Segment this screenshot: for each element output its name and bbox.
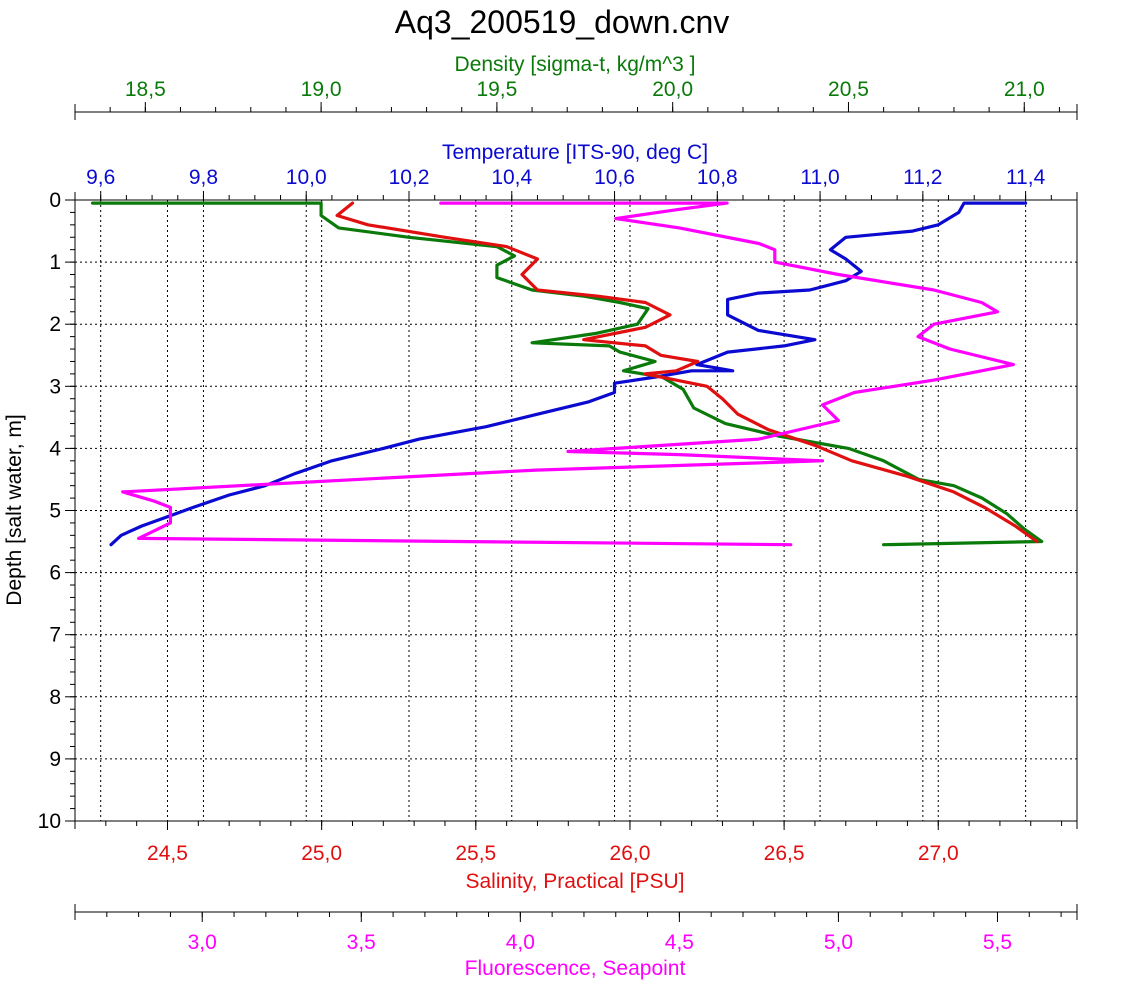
depth-axis: Depth [salt water, m] 0 1 2 3 4 5 6 7 8 9 10 [3, 189, 75, 833]
salinity-series-line [335, 201, 1039, 544]
salinity-tick-label: 26,0 [610, 842, 651, 865]
density-axis-label: Density [sigma-t, kg/m^3 ] [455, 53, 696, 76]
depth-tick-label: 3 [49, 375, 61, 398]
density-tick-label: 18,5 [125, 78, 166, 101]
temperature-tick-label: 10,2 [389, 166, 430, 189]
temperature-axis-label: Temperature [ITS-90, deg C] [442, 141, 708, 164]
fluorescence-tick-label: 5,5 [983, 931, 1012, 954]
salinity-tick-label: 25,0 [301, 842, 342, 865]
temperature-tick-label: 9,6 [86, 166, 115, 189]
density-tick-label: 19,0 [301, 78, 342, 101]
salinity-tick-label: 26,5 [764, 842, 805, 865]
temperature-tick-label: 10,8 [697, 166, 738, 189]
fluorescence-series-line [121, 201, 1016, 547]
density-tick-label: 19,5 [476, 78, 517, 101]
fluorescence-tick-label: 4,0 [506, 931, 535, 954]
salinity-tick-label: 27,0 [918, 842, 959, 865]
depth-tick-label: 8 [49, 686, 61, 709]
salinity-axis: 24,5 25,0 25,5 26,0 26,5 27,0 Salinity, Pract… [74, 813, 1078, 893]
temperature-tick-label: 10,0 [286, 166, 327, 189]
fluorescence-tick-label: 3,5 [347, 931, 376, 954]
depth-tick-label: 6 [49, 562, 61, 585]
fluorescence-tick-label: 4,5 [665, 931, 694, 954]
depth-tick-label: 1 [49, 251, 61, 274]
depth-tick-label: 0 [49, 189, 61, 212]
density-tick-label: 21,0 [1004, 78, 1045, 101]
temperature-tick-label: 11,2 [903, 166, 942, 189]
density-tick-label: 20,5 [828, 78, 869, 101]
fluorescence-axis: 3,0 3,5 4,0 4,5 5,0 5,5 Fluorescence, Seapoin… [74, 904, 1078, 980]
fluorescence-axis-label: Fluorescence, Seapoint [465, 957, 686, 980]
temperature-tick-label: 11,4 [1006, 166, 1046, 189]
salinity-tick-label: 24,5 [147, 842, 188, 865]
density-series-line [90, 201, 1044, 547]
density-tick-label: 20,0 [652, 78, 693, 101]
depth-tick-label: 10 [38, 810, 61, 833]
temperature-tick-label: 10,6 [594, 166, 635, 189]
fluorescence-tick-label: 3,0 [188, 931, 217, 954]
temperature-tick-label: 11,0 [800, 166, 839, 189]
temperature-tick-label: 9,8 [189, 166, 218, 189]
depth-tick-label: 4 [49, 437, 61, 460]
depth-tick-label: 9 [49, 748, 61, 771]
depth-tick-label: 7 [49, 624, 61, 647]
salinity-axis-label: Salinity, Practical [PSU] [465, 870, 684, 893]
chart-title: Aq3_200519_down.cnv [395, 4, 730, 40]
salinity-tick-label: 25,5 [455, 842, 496, 865]
temperature-tick-label: 10,4 [491, 166, 532, 189]
plot-area [74, 199, 1078, 822]
depth-axis-label: Depth [salt water, m] [3, 414, 26, 605]
density-axis: Density [sigma-t, kg/m^3 ] 18,5 19,0 19,5 2… [74, 53, 1078, 120]
fluorescence-tick-label: 5,0 [824, 931, 853, 954]
depth-tick-label: 2 [49, 313, 61, 336]
temperature-series-line [109, 201, 1028, 547]
temperature-axis: Temperature [ITS-90, deg C] 9,6 9,8 10,0 10… [74, 141, 1078, 208]
depth-tick-label: 5 [49, 500, 61, 523]
